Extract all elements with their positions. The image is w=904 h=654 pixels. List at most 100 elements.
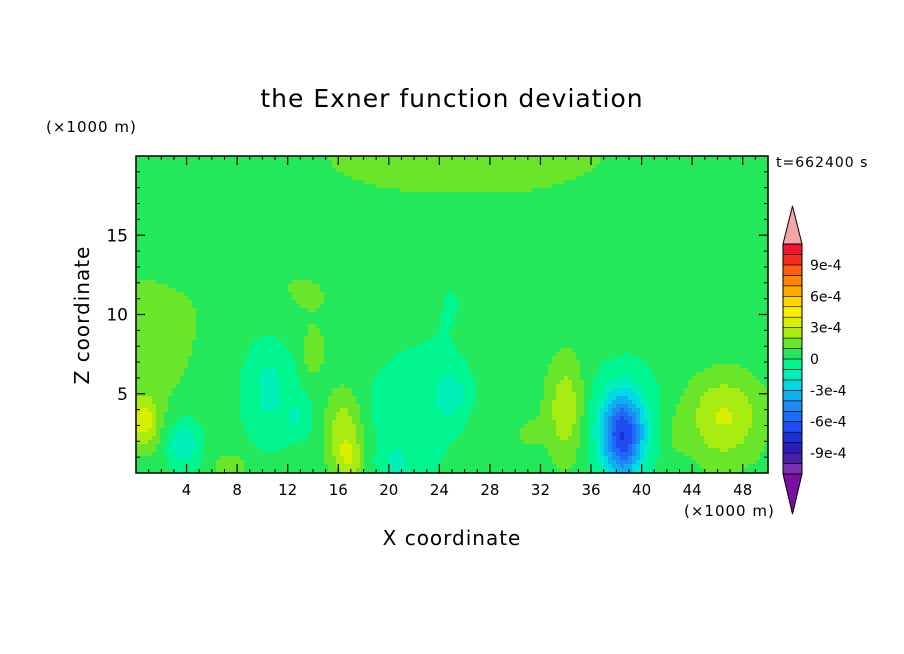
contour-cell <box>136 444 157 449</box>
contour-cell <box>624 464 633 469</box>
contour-cell <box>136 460 169 465</box>
contour-cell <box>440 312 457 317</box>
contour-cell <box>336 168 593 173</box>
contour-cell <box>524 424 557 429</box>
contour-cell <box>660 452 685 457</box>
contour-cell <box>352 456 361 461</box>
contour-cell <box>752 424 769 429</box>
contour-cell <box>632 452 637 457</box>
contour-cell <box>136 348 193 353</box>
contour-cell <box>136 264 769 269</box>
contour-cell <box>620 448 629 453</box>
contour-cell <box>616 420 629 425</box>
contour-cell <box>372 396 437 401</box>
contour-cell <box>388 460 405 465</box>
contour-cell <box>588 432 593 437</box>
contour-cell <box>656 460 697 465</box>
contour-cell <box>592 396 601 401</box>
contour-cell <box>464 356 553 361</box>
contour-cell <box>404 460 441 465</box>
contour-cell <box>628 412 637 417</box>
contour-cell <box>320 368 381 373</box>
contour-cell <box>636 444 641 449</box>
contour-cell <box>320 284 769 289</box>
contour-cell <box>520 432 557 437</box>
contour-cell <box>600 448 605 453</box>
contour-cell <box>136 372 185 377</box>
contour-cell <box>600 468 609 473</box>
contour-cell <box>660 440 673 445</box>
colorbar-frame <box>782 243 803 475</box>
contour-cell <box>372 392 437 397</box>
contour-cell <box>636 420 641 425</box>
contour-cell <box>352 460 361 465</box>
contour-cell <box>460 380 477 385</box>
contour-cell <box>468 364 549 369</box>
contour-cell <box>164 452 177 457</box>
contour-cell <box>136 196 769 201</box>
contour-cell <box>152 412 157 417</box>
contour-cell <box>584 408 589 413</box>
contour-cell <box>552 360 581 365</box>
contour-cell <box>728 408 753 413</box>
contour-cell <box>136 308 197 313</box>
contour-cell <box>336 460 345 465</box>
contour-cell <box>608 448 613 453</box>
contour-cell <box>656 376 693 381</box>
contour-cell <box>552 404 577 409</box>
contour-cell <box>464 424 525 429</box>
contour-cell <box>580 440 589 445</box>
contour-cell <box>156 444 165 449</box>
contour-cell <box>164 420 177 425</box>
x-axis-label: X coordinate <box>382 526 522 550</box>
contour-cell <box>240 392 261 397</box>
contour-cell <box>180 376 241 381</box>
contour-cell <box>248 352 293 357</box>
contour-cell <box>612 440 617 445</box>
contour-cell <box>312 404 329 409</box>
contour-cell <box>616 436 621 441</box>
contour-cell <box>136 192 769 197</box>
contour-cell <box>244 424 313 429</box>
contour-cell <box>332 428 357 433</box>
contour-cell <box>644 428 649 433</box>
contour-cell <box>608 432 613 437</box>
contour-cell <box>296 300 325 305</box>
contour-cell <box>692 456 761 461</box>
contour-cell <box>160 432 169 437</box>
contour-cell <box>600 436 605 441</box>
contour-cell <box>192 432 205 437</box>
contour-cell <box>296 364 309 369</box>
contour-cell <box>672 416 697 421</box>
contour-cell <box>168 432 177 437</box>
contour-cell <box>636 392 645 397</box>
contour-cell <box>628 420 633 425</box>
contour-cell <box>624 432 633 437</box>
contour-cell <box>200 424 245 429</box>
contour-cell <box>628 404 637 409</box>
contour-cell <box>352 176 577 181</box>
contour-cell <box>136 200 769 205</box>
contour-cell <box>464 396 477 401</box>
contour-cell <box>168 396 241 401</box>
contour-cell <box>304 356 325 361</box>
contour-cell <box>240 412 289 417</box>
contour-cell <box>580 428 589 433</box>
contour-cell <box>476 388 545 393</box>
contour-cell <box>600 392 609 397</box>
x-tick-label: 24 <box>430 481 449 499</box>
contour-cell <box>280 404 313 409</box>
contour-cell <box>304 336 325 341</box>
contour-cell <box>308 432 325 437</box>
contour-cell <box>324 360 389 365</box>
contour-cell <box>660 388 685 393</box>
contour-cell <box>520 428 557 433</box>
contour-cell <box>744 440 769 445</box>
contour-cell <box>748 464 769 469</box>
contour-cell <box>352 452 361 457</box>
contour-cell <box>576 400 585 405</box>
contour-cell <box>196 436 205 441</box>
contour-cell <box>608 468 617 473</box>
contour-cell <box>196 316 441 321</box>
contour-cell <box>136 332 197 337</box>
